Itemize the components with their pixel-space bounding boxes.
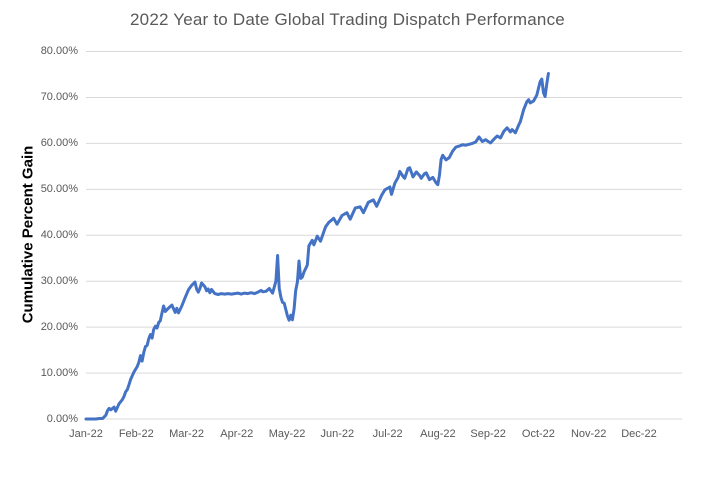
x-tick-label: Apr-22 <box>220 428 254 440</box>
y-tick-label: 80.00% <box>40 45 78 57</box>
x-tick-label: Sep-22 <box>470 428 506 440</box>
x-tick-label: Jun-22 <box>320 428 355 440</box>
x-tick-label: Feb-22 <box>118 428 154 440</box>
y-tick-label: 0.00% <box>46 412 78 425</box>
x-tick-label: Mar-22 <box>169 428 204 440</box>
x-tick-label: Aug-22 <box>420 428 456 440</box>
x-tick-label: Dec-22 <box>621 428 657 440</box>
y-tick-label: 70.00% <box>40 90 78 103</box>
x-tick-label: May-22 <box>268 428 306 440</box>
x-tick-label: Jan-22 <box>69 428 103 440</box>
gridlines-group <box>86 51 682 420</box>
y-tick-label: 10.00% <box>40 366 78 379</box>
y-tick-label: 40.00% <box>40 228 78 241</box>
y-tick-label: 30.00% <box>40 274 78 287</box>
y-tick-label: 20.00% <box>40 320 78 333</box>
y-tick-label: 50.00% <box>40 182 78 195</box>
x-tick-label: Oct-22 <box>521 428 555 440</box>
x-tick-label: Jul-22 <box>372 428 403 440</box>
series-line-path <box>84 72 550 421</box>
x-tick-label: Nov-22 <box>570 428 607 440</box>
chart-title: 2022 Year to Date Global Trading Dispatc… <box>130 10 565 29</box>
y-tick-label: 60.00% <box>40 136 78 149</box>
